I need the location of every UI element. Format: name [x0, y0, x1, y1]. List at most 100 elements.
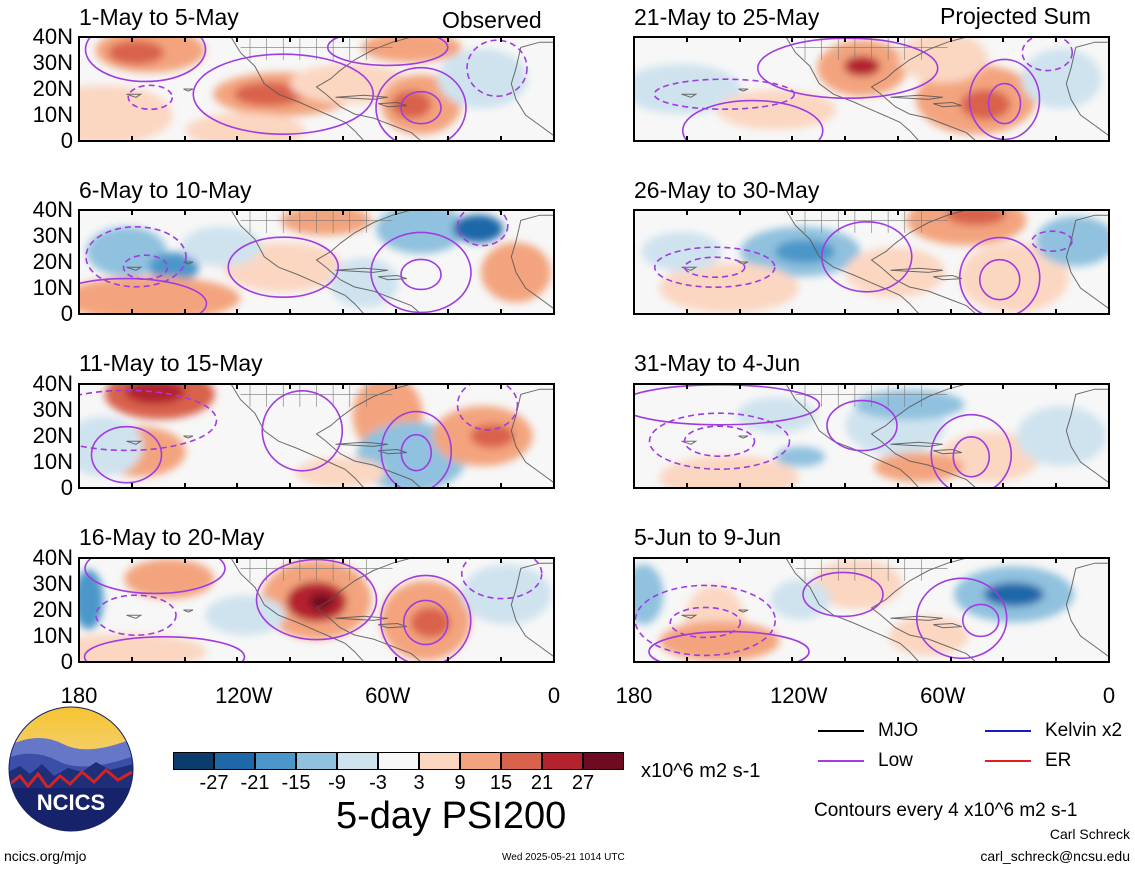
axis-tick — [1002, 657, 1004, 662]
anomaly-shading — [309, 594, 333, 610]
axis-tick — [131, 210, 133, 215]
left-panel-title: 6-May to 10-May — [79, 179, 252, 202]
axis-tick — [633, 558, 635, 563]
lat-tick-label: 10N — [13, 625, 73, 647]
colorbar-swatch — [583, 752, 624, 770]
axis-tick — [1055, 136, 1057, 141]
axis-tick — [395, 309, 397, 314]
ncics-logo: NCICS — [8, 706, 134, 832]
colorbar-tick-label: 27 — [563, 772, 603, 795]
axis-tick — [500, 558, 502, 563]
lon-tick-label: 180 — [594, 685, 674, 707]
axis-tick — [131, 37, 133, 42]
colorbar-swatch — [378, 752, 419, 770]
axis-tick — [633, 483, 635, 488]
axis-tick — [553, 558, 555, 563]
axis-tick — [500, 384, 502, 389]
axis-tick — [447, 37, 449, 42]
right-map-panel — [634, 558, 1109, 662]
legend-label: Low — [878, 750, 913, 772]
axis-tick — [844, 37, 846, 42]
axis-tick — [236, 483, 238, 488]
axis-tick — [1108, 657, 1110, 662]
lat-tick-label: 0 — [13, 651, 73, 673]
axis-tick — [236, 657, 238, 662]
lat-tick-label: 20N — [13, 251, 73, 273]
lat-tick-label: 30N — [13, 399, 73, 421]
axis-tick — [342, 210, 344, 215]
axis-tick — [1055, 210, 1057, 215]
footer-timestamp: Wed 2025-05-21 1014 UTC — [502, 852, 625, 863]
axis-tick — [236, 37, 238, 42]
axis-tick — [447, 558, 449, 563]
axis-tick — [844, 558, 846, 563]
axis-tick — [289, 37, 291, 42]
axis-tick — [131, 136, 133, 141]
axis-tick — [395, 558, 397, 563]
axis-tick — [739, 210, 741, 215]
axis-tick — [236, 309, 238, 314]
axis-tick — [500, 37, 502, 42]
right-map-panel — [634, 210, 1109, 314]
colorbar-units: x10^6 m2 s-1 — [641, 760, 760, 783]
axis-tick — [897, 37, 899, 42]
lon-tick-label: 60W — [348, 685, 428, 707]
colorbar-swatch — [214, 752, 255, 770]
axis-tick — [447, 657, 449, 662]
axis-tick — [791, 384, 793, 389]
axis-tick — [395, 384, 397, 389]
axis-tick — [1055, 309, 1057, 314]
axis-tick — [633, 657, 635, 662]
right-map-panel — [634, 384, 1109, 488]
axis-tick — [1055, 558, 1057, 563]
right-panel-title: 26-May to 30-May — [634, 179, 819, 202]
axis-tick — [686, 309, 688, 314]
axis-tick — [897, 483, 899, 488]
lon-tick-label: 180 — [39, 685, 119, 707]
colorbar-tick-label: 15 — [481, 772, 521, 795]
colorbar-swatch — [501, 752, 542, 770]
axis-tick — [950, 657, 952, 662]
colorbar-swatch — [173, 752, 214, 770]
anomaly-shading — [775, 447, 825, 467]
colorbar-tick-label: -9 — [317, 772, 357, 795]
axis-tick — [739, 558, 741, 563]
axis-tick — [342, 657, 344, 662]
axis-tick — [1055, 384, 1057, 389]
left-map-panel — [79, 384, 554, 488]
axis-tick — [791, 558, 793, 563]
lat-tick-label: 0 — [13, 477, 73, 499]
axis-tick — [844, 309, 846, 314]
anomaly-shading — [453, 215, 503, 243]
axis-tick — [1002, 309, 1004, 314]
axis-tick — [342, 558, 344, 563]
legend-label: MJO — [878, 720, 918, 742]
colorbar-swatch — [542, 752, 583, 770]
lon-tick-label: 0 — [514, 685, 594, 707]
axis-tick — [289, 483, 291, 488]
axis-tick — [1002, 558, 1004, 563]
anomaly-shading — [874, 452, 964, 482]
anomaly-shading — [1017, 406, 1107, 466]
axis-tick — [131, 657, 133, 662]
lat-tick-label: 30N — [13, 225, 73, 247]
right-panel-title: 31-May to 4-Jun — [634, 352, 800, 375]
axis-tick — [950, 210, 952, 215]
axis-tick — [791, 309, 793, 314]
axis-tick — [1055, 483, 1057, 488]
axis-tick — [342, 483, 344, 488]
axis-tick — [739, 37, 741, 42]
axis-tick — [289, 136, 291, 141]
axis-tick — [686, 558, 688, 563]
axis-tick — [791, 657, 793, 662]
footer-email[interactable]: carl_schreck@ncsu.edu — [980, 848, 1130, 864]
axis-tick — [1108, 309, 1110, 314]
axis-tick — [78, 210, 80, 215]
axis-tick — [1055, 657, 1057, 662]
observed-label: Observed — [442, 9, 542, 32]
footer-url[interactable]: ncics.org/mjo — [4, 848, 86, 864]
axis-tick — [897, 309, 899, 314]
axis-tick — [633, 136, 635, 141]
axis-tick — [1002, 384, 1004, 389]
lat-tick-label: 0 — [13, 303, 73, 325]
